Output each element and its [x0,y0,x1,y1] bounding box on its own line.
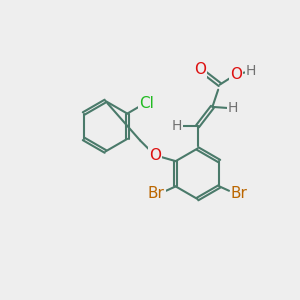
Text: Br: Br [148,186,165,201]
Text: O: O [230,67,242,82]
Text: O: O [194,62,206,77]
Text: H: H [246,64,256,78]
Text: Cl: Cl [139,96,154,111]
Text: O: O [149,148,161,163]
Text: H: H [228,101,238,116]
Text: H: H [172,119,182,133]
Text: Br: Br [230,186,247,201]
